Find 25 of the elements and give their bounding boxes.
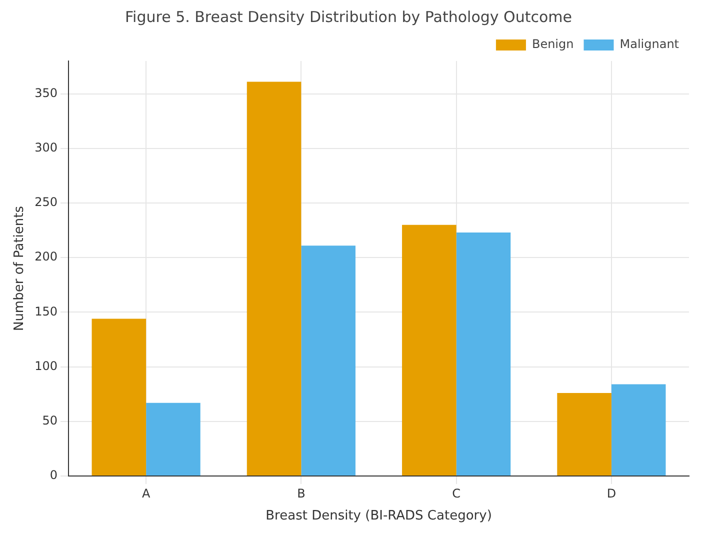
bar <box>557 393 612 476</box>
x-tick-label: B <box>297 486 306 500</box>
x-tick-label: C <box>452 486 461 500</box>
y-tick-label: 200 <box>34 250 58 264</box>
bar <box>456 232 511 476</box>
bar <box>146 402 200 476</box>
legend-label: Benign <box>532 37 574 52</box>
x-tick-label: A <box>142 486 151 500</box>
x-axis-title: Breast Density (BI-RADS Category) <box>266 508 492 524</box>
y-axis-title: Number of Patients <box>12 206 28 332</box>
legend-label: Malignant <box>620 37 680 52</box>
y-tick-label: 0 <box>50 468 58 482</box>
bar <box>92 318 146 476</box>
y-tick-label: 250 <box>34 195 58 210</box>
chart-title: Figure 5. Breast Density Distribution by Pathology Outcome <box>125 8 572 26</box>
bar <box>402 224 456 476</box>
y-tick-label: 150 <box>34 304 58 318</box>
y-tick-label: 300 <box>34 140 58 154</box>
y-tick-label: 100 <box>34 358 58 373</box>
y-tick-label: 50 <box>42 414 58 428</box>
bar <box>611 384 666 476</box>
y-tick-label: 350 <box>34 86 58 100</box>
bar <box>246 82 302 476</box>
x-tick-label: D <box>606 486 616 500</box>
bar <box>301 246 356 476</box>
